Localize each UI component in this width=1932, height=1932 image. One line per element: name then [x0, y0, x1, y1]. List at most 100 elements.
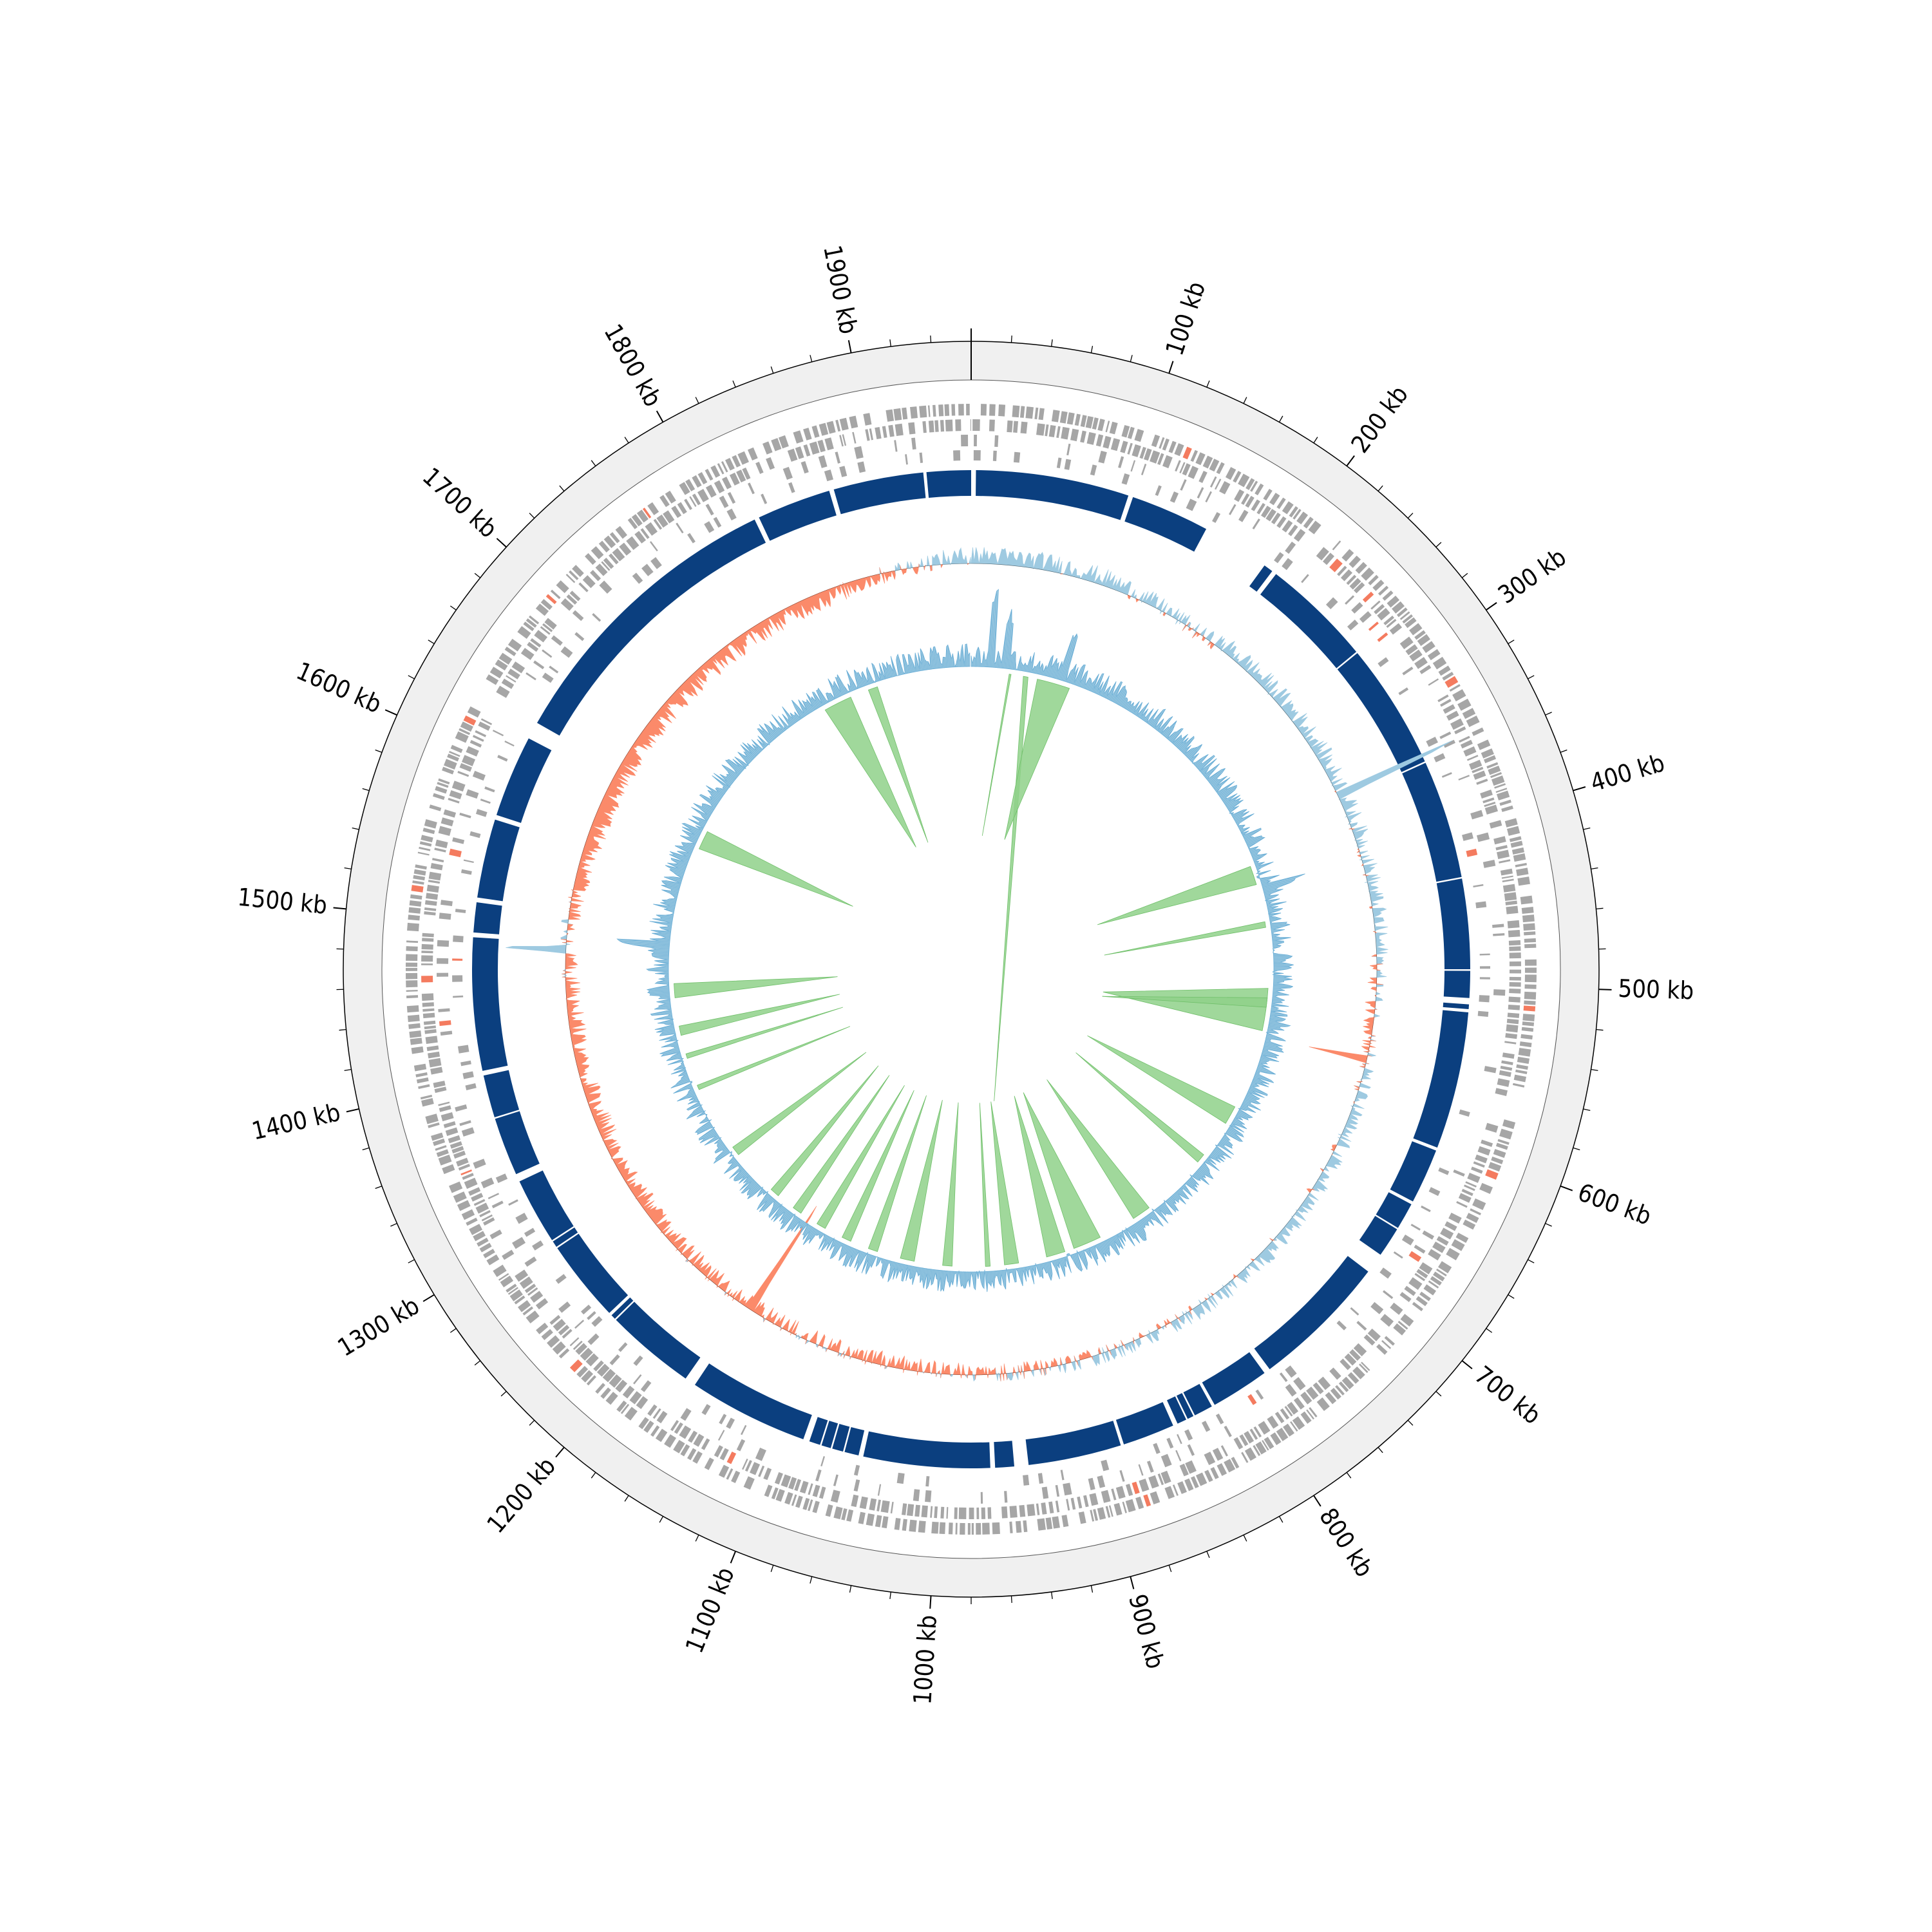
- coordinate-label: 1200 kb: [482, 1452, 562, 1539]
- synteny-block: [809, 1417, 828, 1445]
- gene-feature: [758, 1465, 765, 1477]
- gene-feature: [1115, 1486, 1126, 1499]
- gene-feature: [1377, 607, 1390, 621]
- gene-feature: [601, 561, 611, 571]
- gene-feature: [436, 1149, 449, 1157]
- gene-feature: [507, 1287, 518, 1295]
- gene-feature: [424, 907, 437, 911]
- gene-feature: [553, 1318, 566, 1332]
- gene-feature: [1506, 905, 1519, 914]
- gene-feature: [1524, 959, 1537, 966]
- synteny-block: [1025, 1421, 1121, 1465]
- gene-feature: [1380, 1314, 1394, 1327]
- gene-feature: [1092, 417, 1099, 430]
- gene-feature: [1524, 943, 1537, 949]
- gene-feature: [421, 1097, 434, 1107]
- gene-feature: [438, 826, 451, 836]
- gene-feature: [459, 1120, 471, 1126]
- gene-feature: [1524, 991, 1537, 1000]
- gene-feature: [1045, 424, 1049, 437]
- gene-feature: [433, 793, 445, 800]
- highlighted-gene: [1377, 632, 1388, 642]
- gene-feature: [1470, 810, 1484, 820]
- gene-feature: [1217, 1463, 1227, 1476]
- gene-feature: [1051, 410, 1060, 422]
- gene-feature: [953, 450, 961, 461]
- gene-feature: [413, 1063, 427, 1072]
- gene-feature: [479, 1210, 491, 1218]
- gene-feature: [1066, 443, 1071, 456]
- minor-tick: [408, 675, 415, 679]
- gene-feature: [460, 869, 472, 875]
- gene-feature: [882, 426, 887, 439]
- gene-feature: [576, 1365, 589, 1378]
- gene-feature: [484, 786, 495, 793]
- gene-feature: [809, 441, 820, 455]
- gene-feature: [928, 421, 934, 433]
- gene-feature: [1325, 1392, 1337, 1405]
- gene-feature: [1325, 597, 1338, 610]
- gene-feature: [1483, 755, 1497, 764]
- gene-feature: [1351, 601, 1363, 614]
- gene-feature: [1484, 801, 1496, 808]
- gene-feature: [1284, 1406, 1293, 1417]
- gene-feature: [598, 540, 610, 553]
- gene-feature: [1020, 421, 1028, 434]
- gene-feature: [939, 1522, 946, 1535]
- gene-feature: [1506, 1024, 1519, 1033]
- gene-feature: [1477, 1010, 1489, 1017]
- gene-feature: [560, 598, 574, 611]
- gene-feature: [1378, 585, 1389, 596]
- gene-feature: [1012, 405, 1020, 418]
- gene-feature: [1274, 1412, 1285, 1424]
- gene-feature: [408, 914, 421, 921]
- gene-feature: [542, 623, 553, 632]
- link-ribbon: [990, 1101, 1019, 1265]
- coordinate-label: 1900 kb: [818, 243, 863, 336]
- gene-feature: [408, 1023, 421, 1029]
- synteny-block: [1376, 1192, 1412, 1228]
- gene-feature: [719, 1448, 729, 1461]
- gene-feature: [1436, 1268, 1447, 1276]
- gene-feature: [876, 1499, 881, 1511]
- gene-feature: [1515, 1069, 1528, 1075]
- highlighted-gene: [1143, 1494, 1151, 1507]
- backbone-band: [343, 341, 1599, 1597]
- gene-feature: [1205, 491, 1212, 503]
- gene-feature: [495, 1173, 508, 1184]
- gene-feature: [1437, 694, 1449, 703]
- gene-feature: [835, 451, 841, 464]
- minor-tick: [1545, 712, 1552, 715]
- gene-feature: [1476, 832, 1490, 842]
- gene-feature: [1471, 1166, 1483, 1174]
- gene-feature: [1440, 1227, 1454, 1240]
- gene-feature: [849, 415, 858, 429]
- gene-feature: [1241, 493, 1250, 506]
- gene-tracks: [406, 404, 1537, 1535]
- gene-feature: [1216, 462, 1225, 475]
- gene-feature: [842, 434, 847, 446]
- gene-feature: [587, 1311, 596, 1320]
- gene-feature: [507, 638, 522, 652]
- gene-feature: [692, 1451, 703, 1464]
- gene-feature: [457, 1200, 471, 1211]
- gene-feature: [506, 675, 516, 683]
- gene-feature: [1399, 611, 1410, 620]
- gene-feature: [1234, 489, 1245, 502]
- gene-feature: [973, 450, 981, 461]
- gene-feature: [1423, 1284, 1437, 1296]
- gene-feature: [585, 553, 596, 565]
- gene-feature: [569, 570, 579, 580]
- gene-feature: [515, 1213, 528, 1224]
- gene-feature: [1465, 1181, 1477, 1188]
- gene-feature: [1201, 1421, 1211, 1432]
- gene-feature: [421, 955, 433, 962]
- gene-feature: [1472, 727, 1484, 736]
- gene-feature: [1150, 1491, 1160, 1505]
- gene-feature: [1499, 1128, 1513, 1140]
- gene-feature: [1009, 1506, 1018, 1518]
- gene-feature: [742, 467, 751, 480]
- minor-tick: [1573, 1147, 1580, 1151]
- gene-feature: [1390, 1302, 1403, 1315]
- gene-feature: [1070, 1497, 1076, 1510]
